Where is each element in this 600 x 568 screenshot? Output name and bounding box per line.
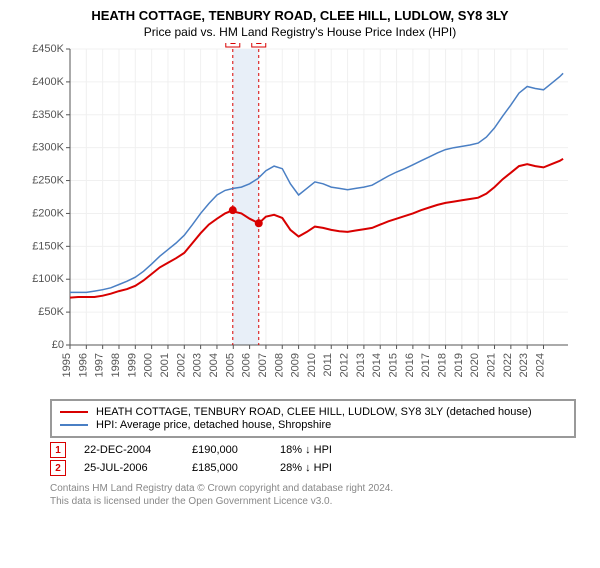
series-hpi — [70, 73, 563, 292]
legend-label: HEATH COTTAGE, TENBURY ROAD, CLEE HILL, … — [96, 406, 532, 418]
x-tick-label: 2021 — [486, 353, 498, 377]
y-tick-label: £400K — [32, 76, 64, 88]
x-tick-label: 2006 — [241, 353, 253, 377]
y-tick-label: £300K — [32, 142, 64, 154]
footer-line-2: This data is licensed under the Open Gov… — [50, 495, 576, 508]
y-tick-label: £50K — [38, 306, 64, 318]
x-tick-label: 2002 — [175, 353, 187, 377]
x-tick-label: 1995 — [61, 353, 73, 377]
footer-line-1: Contains HM Land Registry data © Crown c… — [50, 482, 576, 495]
legend-label: HPI: Average price, detached house, Shro… — [96, 419, 331, 431]
x-tick-label: 2022 — [502, 353, 514, 377]
marker-dot — [229, 206, 237, 214]
x-tick-label: 1996 — [77, 353, 89, 377]
sale-marker: 2 — [50, 460, 66, 476]
grid — [70, 49, 568, 345]
legend-row: HPI: Average price, detached house, Shro… — [60, 419, 566, 431]
chart-title: HEATH COTTAGE, TENBURY ROAD, CLEE HILL, … — [0, 8, 600, 23]
sales-table: 1 22-DEC-2004 £190,000 18% ↓ HPI 2 25-JUL-200… — [50, 442, 576, 476]
x-tick-label: 2003 — [192, 353, 204, 377]
x-tick-label: 2001 — [159, 353, 171, 377]
sale-diff: 28% ↓ HPI — [280, 462, 360, 474]
sale-diff: 18% ↓ HPI — [280, 444, 360, 456]
y-tick-label: £450K — [32, 43, 64, 55]
x-tick-label: 2009 — [290, 353, 302, 377]
y-tick-label: £0 — [52, 339, 64, 351]
line-chart: £0 £50K £100K £150K £200K £250K £300K £350K £400… — [20, 43, 580, 393]
y-tick-label: £350K — [32, 109, 64, 121]
x-tick-label: 2012 — [339, 353, 351, 377]
sale-date: 22-DEC-2004 — [84, 444, 174, 456]
sale-row: 1 22-DEC-2004 £190,000 18% ↓ HPI — [50, 442, 576, 458]
x-tick-label: 2007 — [257, 353, 269, 377]
x-tick-label: 2016 — [404, 353, 416, 377]
x-tick-label: 2004 — [208, 353, 220, 377]
marker-flag-label: 2 — [256, 43, 262, 47]
sale-marker: 1 — [50, 442, 66, 458]
x-tick-label: 2019 — [453, 353, 465, 377]
legend-swatch — [60, 424, 88, 426]
marker-dot — [255, 219, 263, 227]
legend-swatch — [60, 411, 88, 413]
x-tick-label: 2010 — [306, 353, 318, 377]
y-tick-label: £150K — [32, 240, 64, 252]
x-tick-label: 2015 — [388, 353, 400, 377]
x-tick-label: 2018 — [437, 353, 449, 377]
y-tick-label: £250K — [32, 175, 64, 187]
sale-price: £185,000 — [192, 462, 262, 474]
x-tick-label: 2011 — [322, 353, 334, 377]
x-tick-label: 2008 — [273, 353, 285, 377]
legend: HEATH COTTAGE, TENBURY ROAD, CLEE HILL, … — [50, 399, 576, 438]
y-tick-label: £100K — [32, 273, 64, 285]
x-tick-label: 2024 — [535, 353, 547, 377]
legend-row: HEATH COTTAGE, TENBURY ROAD, CLEE HILL, … — [60, 406, 566, 418]
chart-subtitle: Price paid vs. HM Land Registry's House … — [0, 25, 600, 39]
x-tick-label: 1997 — [94, 353, 106, 377]
x-tick-label: 2020 — [469, 353, 481, 377]
x-tick-label: 2000 — [143, 353, 155, 377]
x-tick-label: 1999 — [126, 353, 138, 377]
x-tick-label: 2005 — [224, 353, 236, 377]
x-tick-label: 2014 — [371, 353, 383, 377]
sale-row: 2 25-JUL-2006 £185,000 28% ↓ HPI — [50, 460, 576, 476]
sale-price: £190,000 — [192, 444, 262, 456]
series-property — [70, 159, 563, 298]
footer: Contains HM Land Registry data © Crown c… — [50, 482, 576, 508]
shade-region — [233, 49, 259, 345]
x-tick-label: 2023 — [518, 353, 530, 377]
x-tick-label: 2013 — [355, 353, 367, 377]
marker-flag-label: 1 — [230, 43, 236, 47]
x-tick-label: 2017 — [420, 353, 432, 377]
chart-area: £0 £50K £100K £150K £200K £250K £300K £350K £400… — [20, 43, 580, 393]
y-tick-label: £200K — [32, 207, 64, 219]
sale-date: 25-JUL-2006 — [84, 462, 174, 474]
x-tick-label: 1998 — [110, 353, 122, 377]
